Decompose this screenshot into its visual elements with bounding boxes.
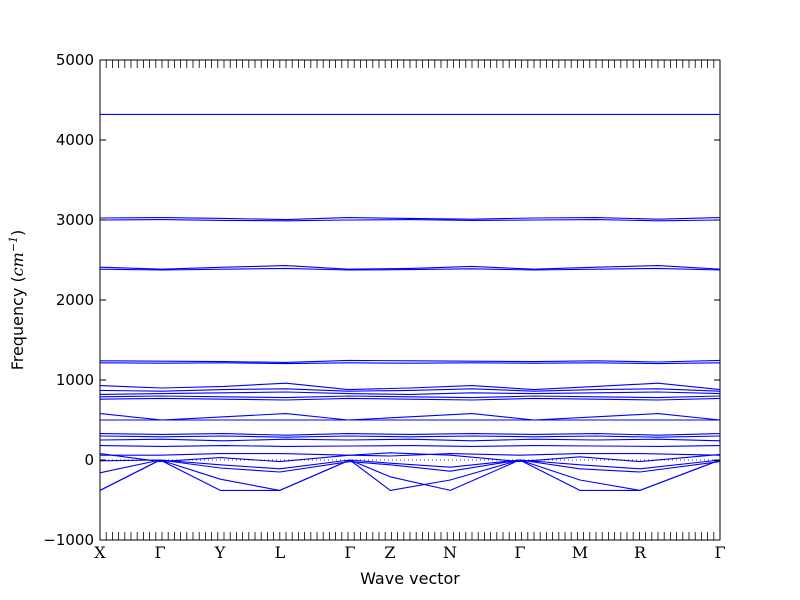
x-tick-label: Γ — [714, 543, 725, 562]
x-tick-label: Γ — [514, 543, 525, 562]
y-axis-title-suffix: ) — [8, 230, 27, 236]
band-line-18 — [99, 445, 721, 447]
y-tick-label: 4000 — [56, 131, 94, 149]
y-tick-label: 2000 — [56, 291, 94, 309]
plot-frame — [99, 59, 721, 541]
y-tick-label: 1000 — [56, 371, 94, 389]
band-line-10 — [99, 391, 721, 395]
band-line-4 — [99, 265, 721, 270]
band-line-22 — [99, 459, 721, 474]
y-tick-label: 5000 — [56, 51, 94, 69]
band-line-3 — [99, 219, 721, 222]
x-tick-label: Γ — [344, 543, 355, 562]
band-line-24 — [99, 459, 721, 491]
x-tick-label: Y — [214, 543, 226, 562]
band-line-19 — [99, 452, 721, 463]
band-line-16 — [99, 435, 721, 438]
x-axis-title: Wave vector — [360, 569, 460, 588]
band-line-5 — [99, 267, 721, 271]
band-line-23 — [99, 459, 721, 491]
x-tick-label: X — [94, 543, 106, 562]
x-tick-label: M — [572, 543, 588, 562]
x-tick-label: L — [275, 543, 286, 562]
x-tick-label: R — [634, 543, 647, 562]
x-tick-label: Γ — [154, 543, 165, 562]
band-line-17 — [99, 438, 721, 442]
labels-layer: −1000 0 1000 2000 3000 4000 5000 X Γ Y L Γ Z N Γ M R Γ — [43, 51, 725, 562]
ticks-layer — [99, 59, 721, 541]
band-line-8 — [99, 382, 721, 391]
x-tick-label: Z — [384, 543, 395, 562]
band-line-9 — [99, 388, 721, 392]
y-tick-label: 3000 — [56, 211, 94, 229]
band-line-7 — [99, 362, 721, 365]
y-axis-title-unit: cm — [8, 252, 27, 276]
y-axis-title-exponent: −1 — [7, 236, 20, 252]
band-line-6 — [99, 359, 721, 363]
y-tick-label: 0 — [84, 451, 94, 469]
band-line-13 — [99, 413, 721, 421]
band-line-12 — [99, 397, 721, 401]
y-axis-title-prefix: Frequency ( — [8, 276, 27, 370]
series-layer — [99, 113, 721, 491]
band-line-11 — [99, 395, 721, 399]
x-tick-label: N — [443, 543, 457, 562]
y-tick-label: −1000 — [43, 531, 94, 549]
band-line-15 — [99, 433, 721, 436]
band-line-2 — [99, 217, 721, 221]
y-axis-title: Frequency (cm−1) — [7, 230, 27, 371]
band-line-20 — [100, 453, 721, 457]
band-line-21 — [99, 459, 721, 473]
